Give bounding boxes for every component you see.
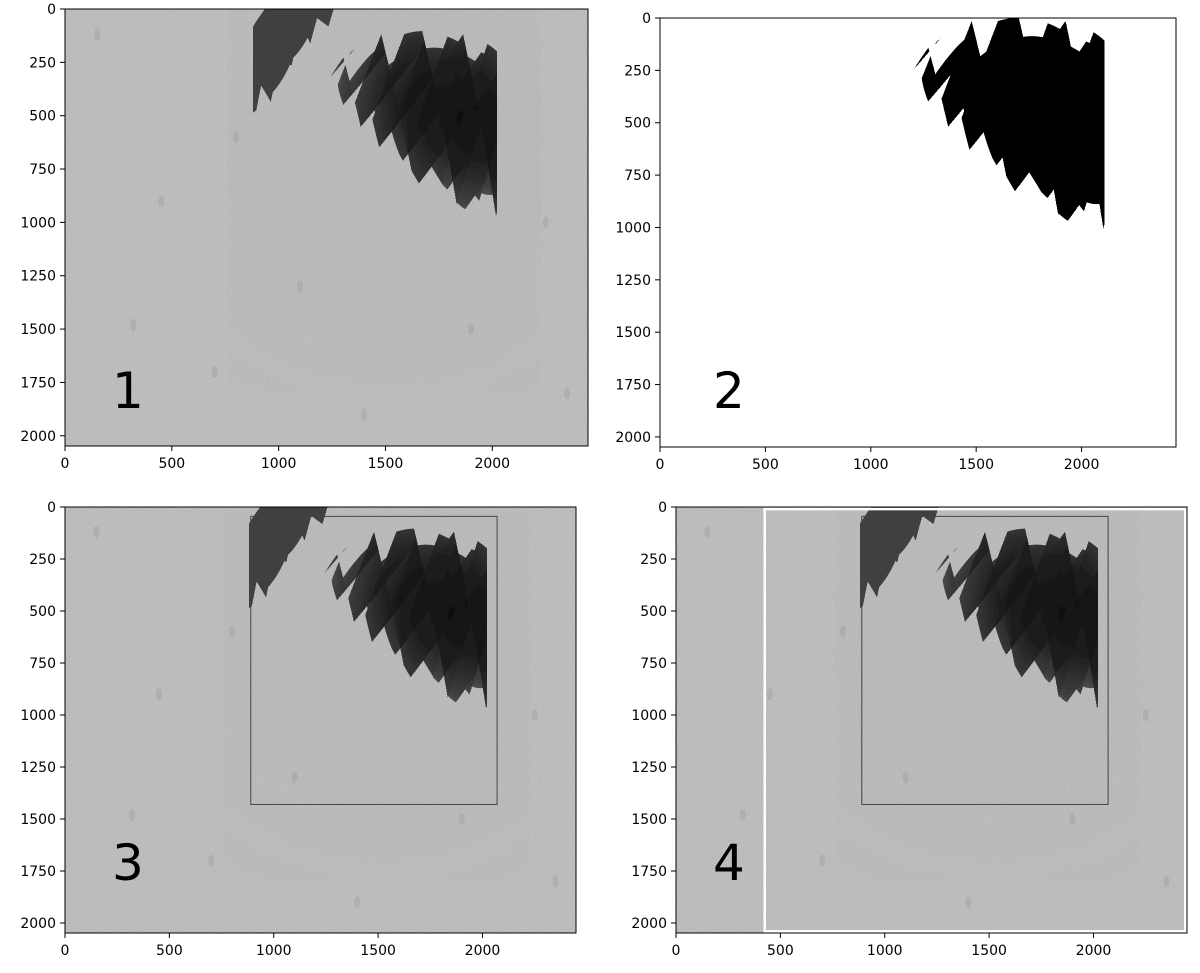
y-tick-label: 750 (29, 656, 56, 672)
x-tick-label: 1500 (971, 943, 1007, 959)
y-tick-label: 250 (29, 55, 56, 71)
y-tick-label: 1250 (615, 273, 651, 289)
panel-image (676, 507, 1187, 933)
y-tick-label: 1500 (631, 812, 667, 828)
y-tick-label: 750 (29, 162, 56, 178)
y-tick-label: 1000 (615, 220, 651, 236)
y-tick-label: 1000 (631, 708, 667, 724)
bounding-box (250, 515, 498, 805)
x-tick-label: 0 (61, 943, 70, 959)
panel-image (660, 18, 1176, 447)
panel-number-label: 3 (112, 834, 144, 892)
x-tick-label: 1000 (256, 943, 292, 959)
panel-number-label: 4 (713, 834, 745, 892)
y-tick-label: 0 (658, 500, 667, 516)
y-tick-label: 1750 (631, 864, 667, 880)
bounding-box (861, 515, 1109, 805)
y-tick-label: 2000 (631, 916, 667, 932)
x-tick-label: 500 (767, 943, 794, 959)
y-tick-label: 2000 (20, 916, 56, 932)
y-tick-label: 1250 (20, 760, 56, 776)
panel-4: 0 500 1000 1500 2000 0 250 500 750 1000 1250 1500 17… (631, 500, 1188, 959)
crop-box (763, 507, 1187, 933)
y-tick-label: 0 (47, 2, 56, 18)
y-tick-label: 1250 (631, 760, 667, 776)
y-tick-label: 500 (624, 116, 651, 132)
x-tick-label: 0 (656, 457, 665, 473)
y-tick-label: 1000 (20, 215, 56, 231)
x-tick-label: 500 (156, 943, 183, 959)
y-tick-label: 1750 (20, 864, 56, 880)
x-tick-label: 0 (672, 943, 681, 959)
y-tick-label: 250 (640, 552, 667, 568)
x-tick-label: 2000 (465, 943, 501, 959)
axes-frame (64, 8, 589, 447)
y-tick-label: 500 (29, 109, 56, 125)
panel-number-label: 1 (112, 362, 144, 420)
panel-3: 0 500 1000 1500 2000 0 250 500 750 1000 1250 1500 17… (20, 500, 577, 959)
panel-number-label: 2 (713, 362, 745, 420)
y-tick-label: 1500 (20, 322, 56, 338)
panel-image (65, 9, 588, 446)
y-tick-label: 250 (624, 63, 651, 79)
x-tick-label: 2000 (474, 456, 510, 472)
y-tick-label: 500 (640, 604, 667, 620)
y-tick-label: 0 (642, 11, 651, 27)
x-tick-label: 1500 (368, 456, 404, 472)
x-tick-label: 2000 (1076, 943, 1112, 959)
y-tick-label: 750 (624, 168, 651, 184)
x-tick-label: 1500 (958, 457, 994, 473)
axes-frame (64, 506, 577, 934)
x-tick-label: 1000 (867, 943, 903, 959)
x-tick-label: 2000 (1064, 457, 1100, 473)
panel-2: 0 500 1000 1500 2000 0 250 500 750 1000 1250 1500 17… (615, 11, 1177, 473)
x-tick-label: 1000 (261, 456, 297, 472)
y-tick-label: 250 (29, 552, 56, 568)
y-tick-label: 750 (640, 656, 667, 672)
y-tick-label: 1500 (20, 812, 56, 828)
y-tick-label: 2000 (615, 430, 651, 446)
x-tick-label: 500 (752, 457, 779, 473)
y-tick-label: 2000 (20, 429, 56, 445)
panel-1: 0 500 1000 1500 2000 0 250 500 750 1000 1250 1500 17… (20, 2, 589, 472)
y-tick-label: 500 (29, 604, 56, 620)
x-tick-label: 500 (158, 456, 185, 472)
y-tick-label: 0 (47, 500, 56, 516)
y-tick-label: 1750 (20, 375, 56, 391)
x-tick-label: 0 (61, 456, 70, 472)
axes-frame (675, 506, 1188, 934)
y-tick-label: 1500 (615, 325, 651, 341)
x-tick-label: 1500 (360, 943, 396, 959)
y-tick-label: 1750 (615, 378, 651, 394)
panel-image (65, 507, 576, 933)
y-tick-label: 1250 (20, 269, 56, 285)
axes-frame (659, 17, 1177, 448)
x-tick-label: 1000 (853, 457, 889, 473)
y-tick-label: 1000 (20, 708, 56, 724)
